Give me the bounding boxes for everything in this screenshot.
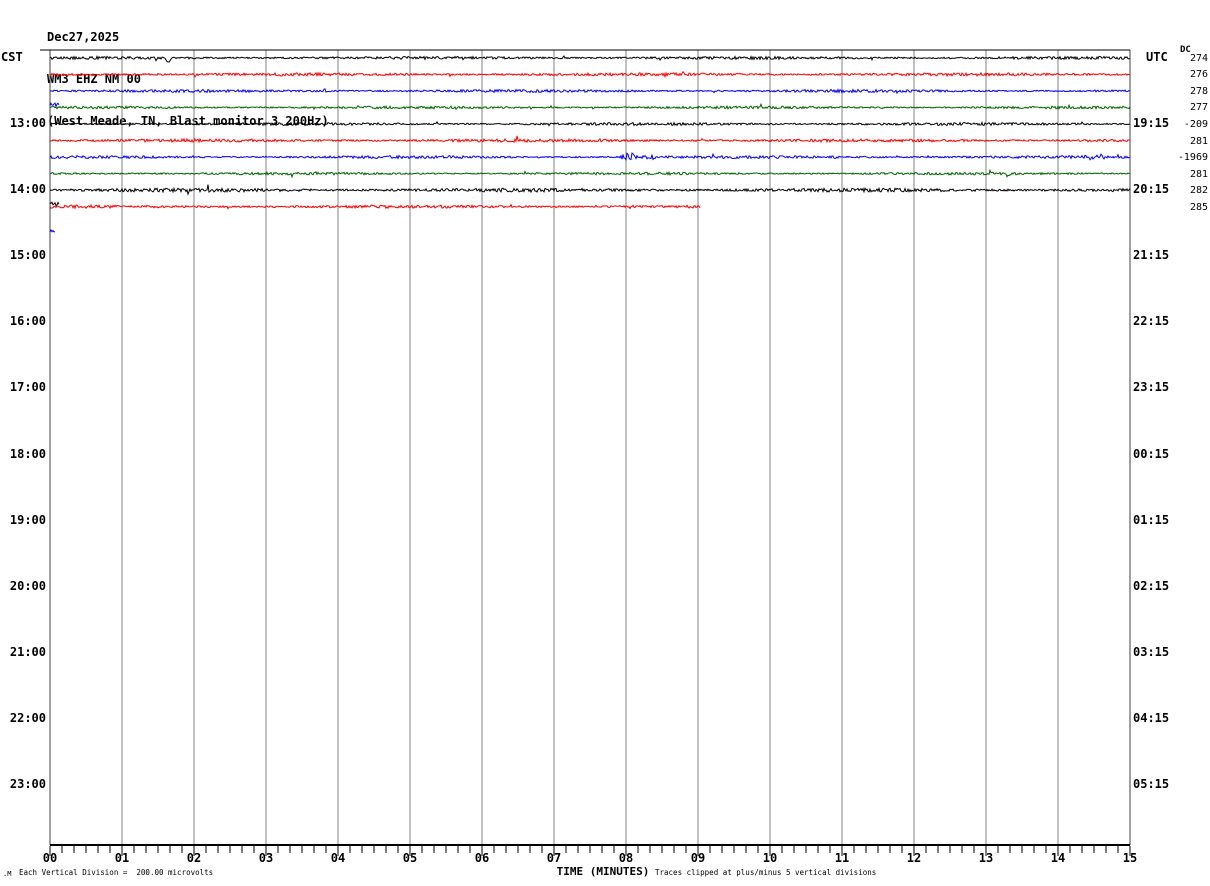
trace-lines	[49, 55, 1131, 233]
trace-start-artifact	[49, 102, 60, 108]
minute-label: 05	[402, 851, 418, 865]
right-timezone-label: UTC	[1146, 50, 1168, 64]
hour-label-cst: 21:00	[9, 644, 46, 659]
hour-label-cst: 13:00	[9, 116, 46, 130]
hour-label-utc: 04:15	[1133, 710, 1170, 725]
header-station: WM3 EHZ NM 00	[47, 72, 141, 86]
trace-start-artifact	[49, 201, 60, 207]
clip-note: Traces clipped at plus/minus 5 vertical …	[655, 868, 877, 877]
minute-label: 09	[690, 851, 706, 865]
hour-label-utc: 22:15	[1133, 314, 1170, 329]
minute-label: 02	[186, 851, 202, 865]
dc-value: 276	[1189, 69, 1208, 81]
hour-label-cst: 20:00	[9, 578, 46, 593]
hour-label-utc: 20:15	[1133, 182, 1170, 197]
seismic-trace	[49, 168, 1131, 179]
minute-label: 06	[474, 851, 490, 865]
minute-label: 07	[546, 851, 562, 865]
scale-note: Each Vertical Division = 200.00 microvol…	[19, 868, 214, 877]
dc-column-header: DC	[1180, 45, 1191, 55]
hour-label-utc: 21:15	[1133, 248, 1170, 263]
left-timezone-label: CST	[1, 50, 23, 64]
seismic-trace	[49, 70, 1131, 79]
hour-label-utc: 19:15	[1133, 116, 1170, 130]
header-date: Dec27,2025	[47, 30, 120, 44]
hour-label-cst: 23:00	[9, 777, 46, 791]
hour-label-cst: 17:00	[9, 380, 46, 395]
hour-label-utc: 02:15	[1133, 578, 1170, 593]
minute-label: 15	[1122, 851, 1138, 865]
minute-label: 14	[1050, 851, 1066, 865]
hour-label-cst: 15:00	[9, 248, 46, 263]
grid-lines	[121, 50, 1059, 845]
dc-value: 285	[1189, 201, 1208, 213]
time-axis-title: TIME (MINUTES)	[556, 865, 650, 878]
seismic-trace	[49, 203, 701, 210]
minute-label: 00	[42, 851, 58, 865]
axis-ticks	[49, 846, 1131, 856]
plot-frame	[40, 49, 1131, 846]
minute-label: 11	[834, 851, 850, 865]
dc-value: 277	[1189, 102, 1208, 114]
dc-value: 278	[1189, 85, 1208, 97]
dc-value: -1969	[1177, 152, 1208, 164]
seismic-trace	[49, 228, 56, 233]
dc-value: 274	[1189, 52, 1208, 64]
minute-label: 10	[762, 851, 778, 865]
minute-label: 03	[258, 851, 274, 865]
dc-value: 281	[1189, 135, 1208, 147]
seismic-trace	[49, 152, 1131, 162]
hour-label-cst: 19:00	[9, 512, 46, 527]
dc-value: 282	[1189, 185, 1208, 197]
hour-label-utc: 00:15	[1133, 446, 1170, 461]
hour-label-cst: 14:00	[9, 182, 46, 197]
seismic-trace	[49, 184, 1131, 196]
hour-label-utc: 01:15	[1133, 512, 1170, 527]
hour-label-cst: 16:00	[9, 314, 46, 329]
hour-label-utc: 23:15	[1133, 380, 1170, 395]
seismic-trace	[49, 102, 1131, 111]
seismic-trace	[49, 119, 1131, 127]
minute-label: 04	[330, 851, 346, 865]
seismic-trace	[49, 55, 1131, 63]
corner-mark: .M	[3, 870, 12, 878]
minute-label: 01	[114, 851, 130, 865]
hour-label-cst: 22:00	[9, 710, 46, 725]
hour-label-utc: 03:15	[1133, 644, 1170, 659]
hour-label-utc: 05:15	[1133, 777, 1170, 791]
hour-label-cst: 18:00	[9, 446, 46, 461]
minute-label: 13	[978, 851, 994, 865]
seismic-trace	[49, 135, 1131, 144]
minute-label: 08	[618, 851, 634, 865]
minute-label: 12	[906, 851, 922, 865]
dc-value: -209	[1183, 119, 1208, 130]
dc-value: 281	[1189, 168, 1208, 180]
seismic-trace	[49, 88, 1131, 95]
